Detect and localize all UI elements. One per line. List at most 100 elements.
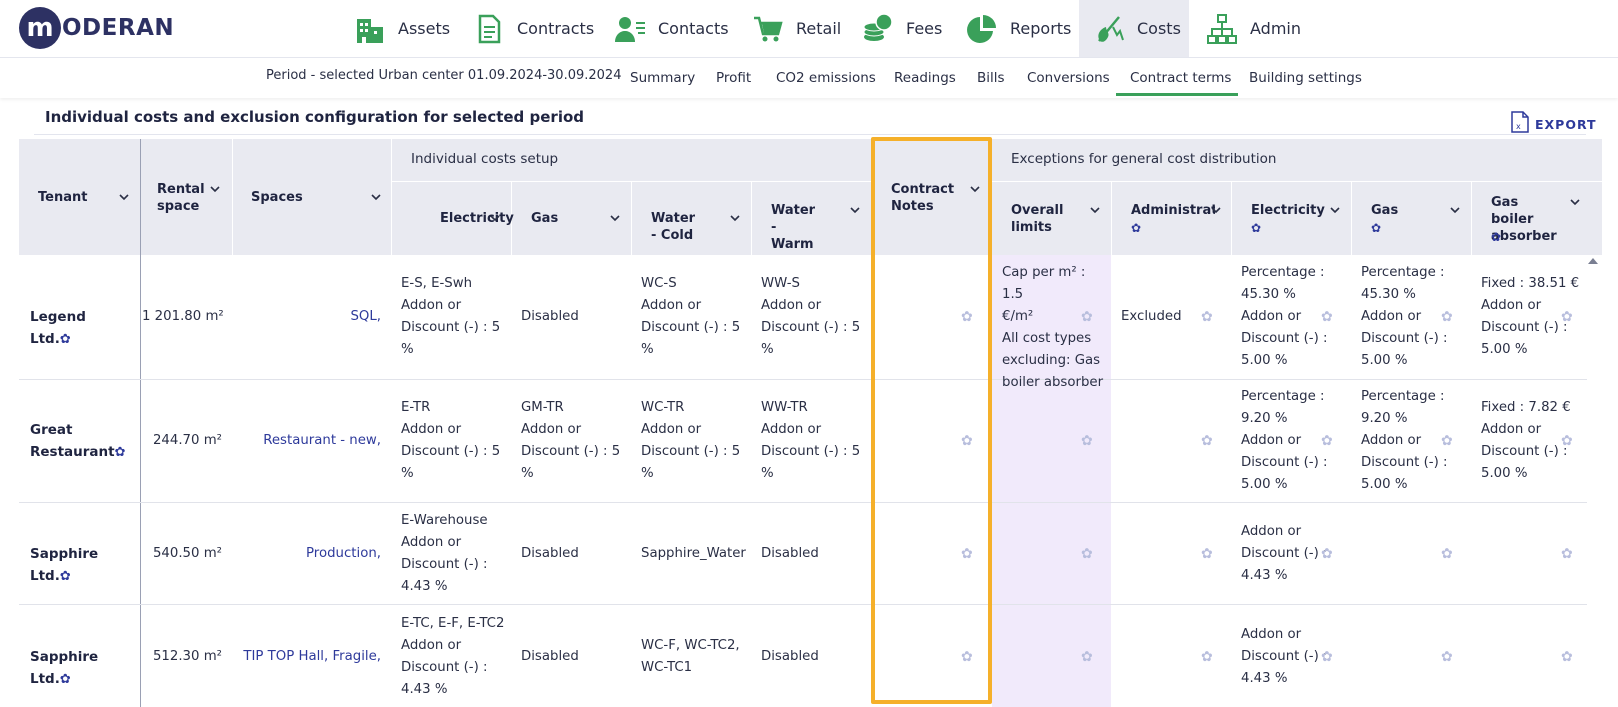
chevron-down-icon[interactable]	[209, 185, 221, 193]
gear-icon[interactable]: ✿	[1491, 230, 1502, 244]
gear-icon[interactable]: ✿	[59, 672, 71, 687]
section-title: Individual costs and exclusion configura…	[45, 108, 585, 126]
tenant-name[interactable]: Sapphire Ltd.✿	[30, 646, 98, 691]
gear-icon[interactable]: ✿	[1131, 221, 1142, 235]
tab-building-settings[interactable]: Building settings	[1249, 70, 1362, 86]
nav-assets[interactable]: Assets	[340, 0, 464, 57]
gear-icon[interactable]: ✿	[1441, 433, 1453, 449]
cell-line: Discount (-) : 5	[761, 320, 861, 335]
col-rental-space[interactable]: Rental space	[157, 181, 205, 215]
col-electricity[interactable]: Electricity	[440, 211, 514, 226]
ex-gas-cell: Percentage : 45.30 % Addon or Discount (-) …	[1361, 262, 1457, 372]
tab-co2-emissions[interactable]: CO2 emissions	[776, 70, 876, 86]
cell-line: WC-F, WC-TC2,	[641, 638, 740, 653]
col-water-warm-line1: Water -	[771, 203, 816, 235]
gear-icon[interactable]: ✿	[1561, 649, 1573, 665]
nav-retail[interactable]: Retail	[738, 0, 855, 57]
chevron-down-icon[interactable]	[969, 185, 981, 193]
gear-icon[interactable]: ✿	[961, 546, 973, 562]
gear-icon[interactable]: ✿	[114, 445, 126, 460]
gear-icon[interactable]: ✿	[1201, 649, 1213, 665]
row-divider	[19, 604, 1587, 605]
col-contract-notes[interactable]: Contract Notes	[891, 181, 954, 215]
scroll-up-arrow-icon[interactable]	[1588, 258, 1598, 264]
chevron-down-icon[interactable]	[729, 214, 741, 222]
col-tenant[interactable]: Tenant	[38, 190, 88, 205]
gear-icon[interactable]: ✿	[1081, 309, 1093, 325]
gear-icon[interactable]: ✿	[1561, 433, 1573, 449]
chevron-down-icon[interactable]	[118, 193, 130, 201]
gear-icon[interactable]: ✿	[1251, 221, 1262, 235]
chevron-down-icon[interactable]	[849, 206, 861, 214]
gear-icon[interactable]: ✿	[1321, 649, 1333, 665]
gear-icon[interactable]: ✿	[1371, 221, 1382, 235]
col-administration[interactable]: Administratic	[1131, 203, 1215, 218]
export-button[interactable]: x EXPORT	[1511, 111, 1597, 137]
spaces-link[interactable]: Restaurant - new,	[263, 433, 381, 448]
gear-icon[interactable]: ✿	[1321, 546, 1333, 562]
col-water-cold[interactable]: Water - Cold	[651, 211, 696, 243]
nav-costs[interactable]: Costs	[1079, 0, 1189, 57]
gas-boiler-cell: Fixed : 7.82 € Addon or Discount (-) : 5.00…	[1481, 397, 1581, 485]
tenant-name[interactable]: Sapphire Ltd.✿	[30, 543, 98, 588]
gear-icon[interactable]: ✿	[1081, 649, 1093, 665]
chevron-down-icon[interactable]	[489, 214, 501, 222]
gear-icon[interactable]: ✿	[961, 309, 973, 325]
title-divider	[34, 134, 1586, 135]
spaces-link[interactable]: TIP TOP Hall, Fragile,	[243, 649, 381, 664]
col-overall-limits[interactable]: Overall limits	[1011, 202, 1063, 236]
export-label: EXPORT	[1535, 116, 1597, 132]
tab-summary[interactable]: Summary	[630, 70, 696, 86]
nav-admin[interactable]: Admin	[1192, 0, 1315, 57]
col-ex-gas[interactable]: Gas	[1371, 203, 1399, 218]
col-water-warm[interactable]: Water - Warm	[771, 202, 815, 253]
nav-contracts[interactable]: Contracts	[459, 0, 608, 57]
spaces-link[interactable]: SQL,	[350, 309, 381, 324]
col-ex-electricity[interactable]: Electricity	[1251, 203, 1325, 218]
nav-fees[interactable]: Fees	[848, 0, 956, 57]
col-spaces[interactable]: Spaces	[251, 190, 303, 205]
gear-icon[interactable]: ✿	[1441, 309, 1453, 325]
gear-icon[interactable]: ✿	[1441, 546, 1453, 562]
cell-line: %	[641, 466, 654, 481]
gear-icon[interactable]: ✿	[961, 433, 973, 449]
gear-icon[interactable]: ✿	[1081, 433, 1093, 449]
nav-reports[interactable]: Reports	[952, 0, 1085, 57]
tab-profit[interactable]: Profit	[716, 70, 752, 86]
gear-icon[interactable]: ✿	[1081, 546, 1093, 562]
gear-icon[interactable]: ✿	[1201, 309, 1213, 325]
chevron-down-icon[interactable]	[609, 214, 621, 222]
gear-icon[interactable]: ✿	[1441, 649, 1453, 665]
chevron-down-icon[interactable]	[1329, 206, 1341, 214]
cell-line: Addon or	[401, 298, 462, 313]
chevron-down-icon[interactable]	[1569, 198, 1581, 206]
gear-icon[interactable]: ✿	[1561, 546, 1573, 562]
gear-icon[interactable]: ✿	[1201, 433, 1213, 449]
col-gas-boiler-absorber[interactable]: Gas boiler absorber	[1491, 194, 1557, 245]
tab-contract-terms[interactable]: Contract terms	[1130, 70, 1232, 86]
cell-line: Addon or	[1481, 298, 1542, 313]
tenant-name[interactable]: Great Restaurant✿	[30, 419, 126, 464]
col-gas[interactable]: Gas	[531, 211, 559, 226]
tab-bills[interactable]: Bills	[977, 70, 1005, 86]
tab-conversions[interactable]: Conversions	[1027, 70, 1110, 86]
tenant-name[interactable]: Legend Ltd.✿	[30, 306, 86, 351]
spaces-link[interactable]: Production,	[306, 546, 381, 561]
gear-icon[interactable]: ✿	[961, 649, 973, 665]
gear-icon[interactable]: ✿	[1321, 309, 1333, 325]
gas-cell: Disabled	[521, 309, 579, 324]
gear-icon[interactable]: ✿	[1561, 309, 1573, 325]
gear-icon[interactable]: ✿	[59, 569, 71, 584]
chevron-down-icon[interactable]	[1210, 206, 1222, 214]
chevron-down-icon[interactable]	[1449, 206, 1461, 214]
nav-contacts[interactable]: Contacts	[600, 0, 743, 57]
chevron-down-icon[interactable]	[370, 193, 382, 201]
tab-readings[interactable]: Readings	[894, 70, 956, 86]
gear-icon[interactable]: ✿	[1321, 433, 1333, 449]
chevron-down-icon[interactable]	[1089, 206, 1101, 214]
cell-line: Addon or	[1361, 433, 1422, 448]
gear-icon[interactable]: ✿	[59, 332, 71, 347]
moderan-logo[interactable]: m ODERAN	[19, 7, 174, 49]
gear-icon[interactable]: ✿	[1201, 546, 1213, 562]
cell-line: Discount (-) :	[1241, 546, 1328, 561]
